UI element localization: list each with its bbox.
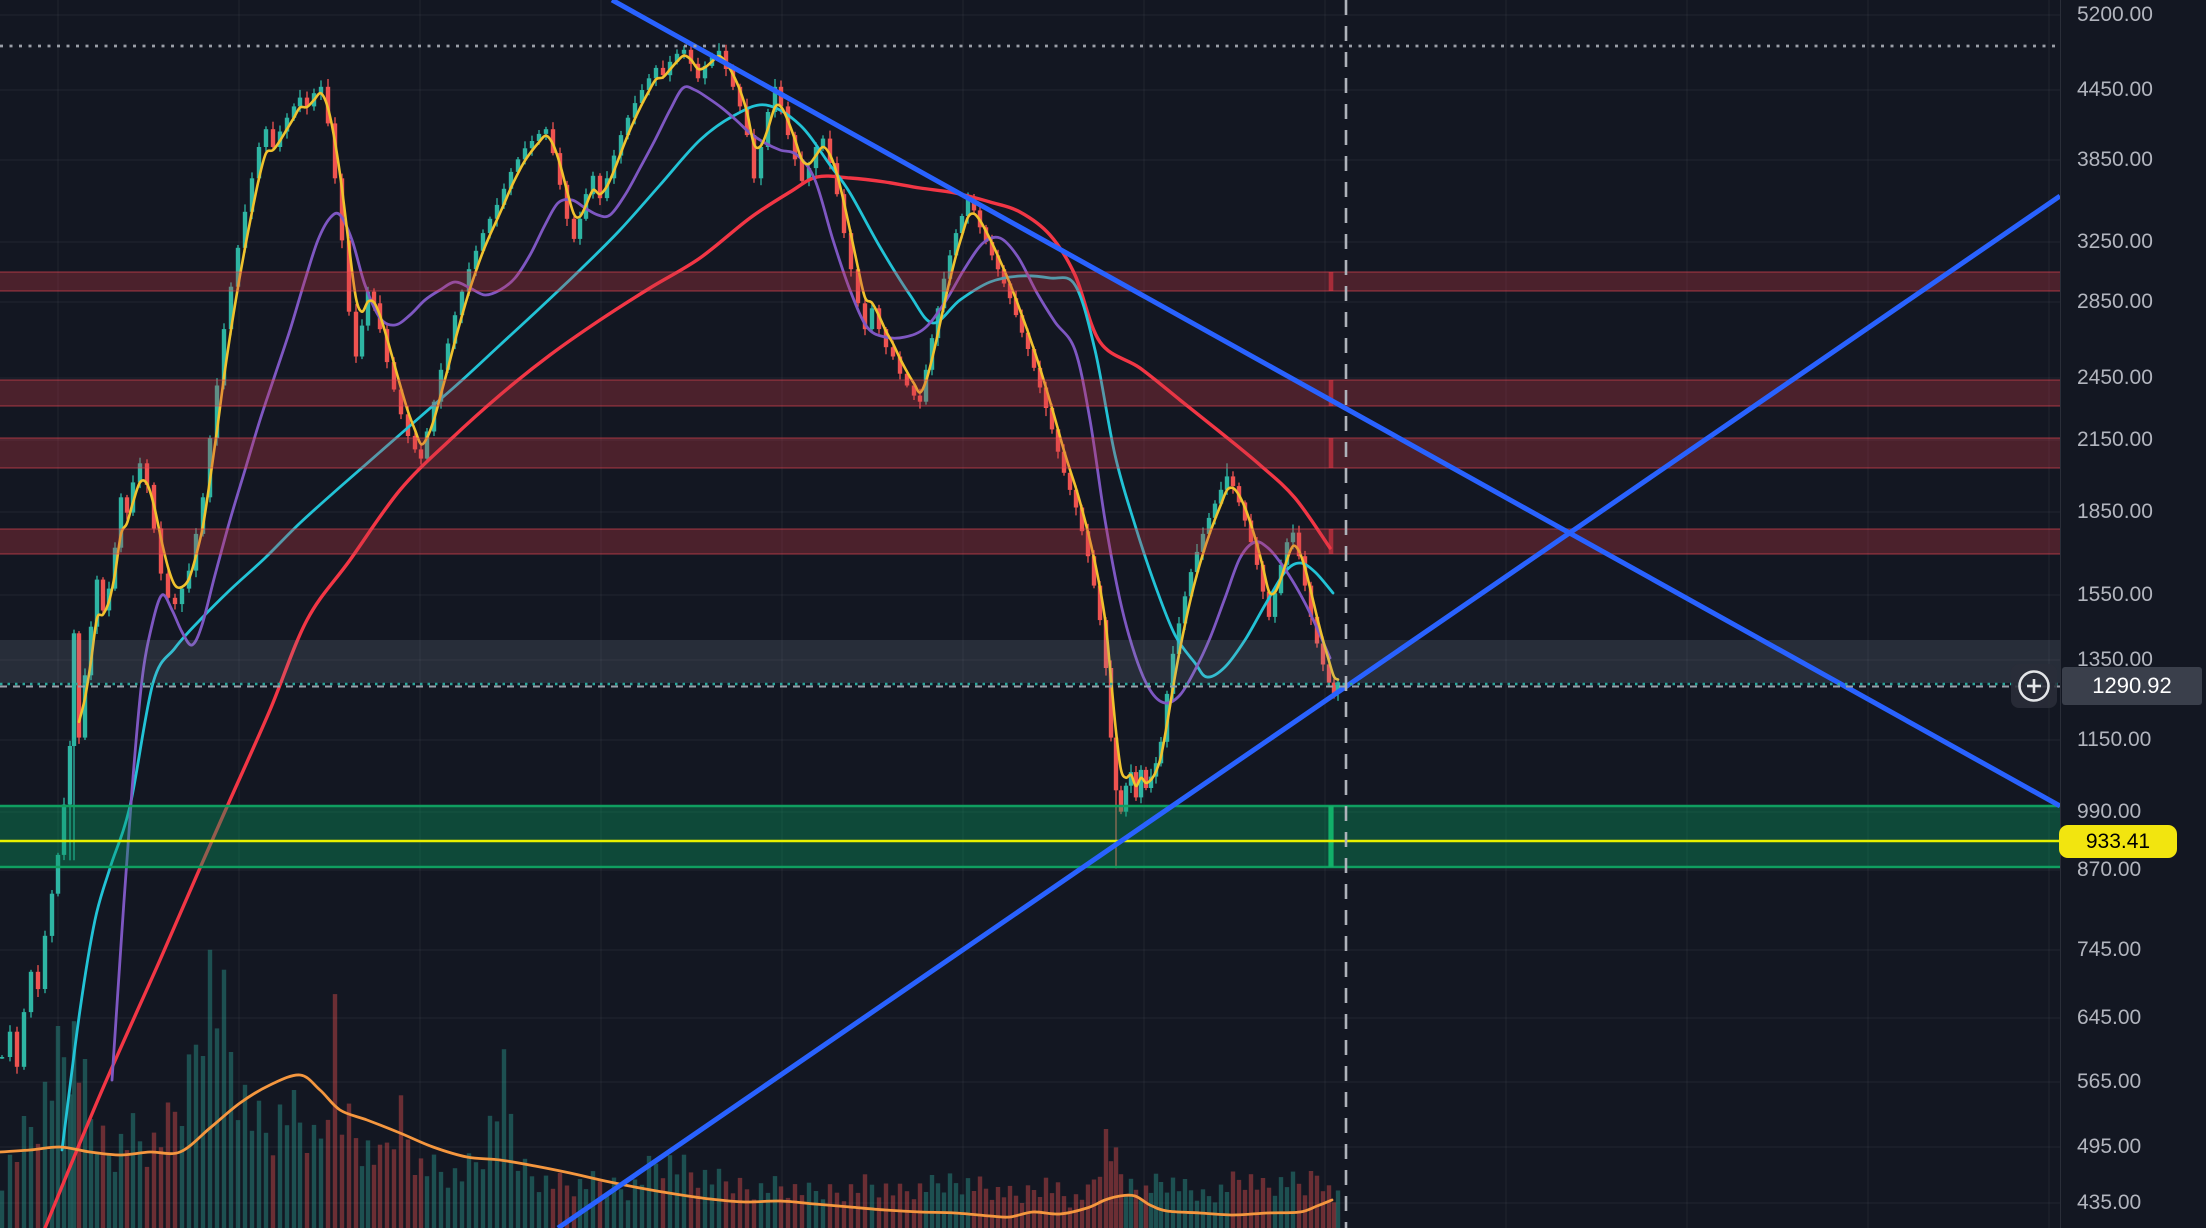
trendline-ascending-support[interactable] (556, 193, 2060, 1228)
ma-cyan-line (60, 103, 1335, 1152)
axis-tick-label: 870.00 (2077, 858, 2142, 881)
ma-yellow-line (77, 54, 1340, 788)
plus-circle-icon (2018, 670, 2050, 702)
axis-tick-label: 3850.00 (2077, 148, 2153, 171)
axis-tick-label: 5200.00 (2077, 3, 2153, 26)
add-alert-button[interactable] (2011, 664, 2057, 708)
current-price-badge: 1290.92 (2062, 667, 2202, 705)
volume-bars (0, 949, 1341, 1228)
axis-tick-label: 990.00 (2077, 800, 2142, 823)
axis-tick-label: 1850.00 (2077, 500, 2153, 523)
axis-tick-label: 435.00 (2077, 1191, 2142, 1214)
ma-purple-line (110, 85, 1332, 1082)
axis-tick-label: 2850.00 (2077, 290, 2153, 313)
axis-tick-label: 2150.00 (2077, 428, 2153, 451)
support-zone[interactable] (0, 804, 2060, 869)
axis-tick-label: 4450.00 (2077, 78, 2153, 101)
axis-tick-label: 3250.00 (2077, 230, 2153, 253)
axis-tick-label: 1550.00 (2077, 583, 2153, 606)
candlesticks (0, 42, 1341, 1074)
price-axis[interactable]: 5200.00 4450.00 3850.00 3250.00 2850.00 2450.… (2060, 0, 2206, 1228)
volume-ma-line (0, 1073, 1334, 1219)
axis-tick-label: 495.00 (2077, 1135, 2142, 1158)
axis-tick-label: 645.00 (2077, 1006, 2142, 1029)
axis-tick-label: 1350.00 (2077, 648, 2153, 671)
axis-tick-label: 565.00 (2077, 1070, 2142, 1093)
resistance-zones[interactable] (0, 271, 2060, 555)
price-chart-canvas[interactable] (0, 0, 2060, 1228)
gridlines (0, 0, 2060, 1228)
axis-tick-label: 745.00 (2077, 938, 2142, 961)
axis-tick-label: 2450.00 (2077, 366, 2153, 389)
axis-tick-label: 1150.00 (2077, 728, 2152, 751)
gray-zone[interactable] (0, 640, 2060, 683)
ma-red-line (43, 174, 1332, 1228)
alert-price-badge[interactable]: 933.41 (2059, 825, 2177, 858)
trendline-descending-resistance[interactable] (610, 0, 2060, 809)
